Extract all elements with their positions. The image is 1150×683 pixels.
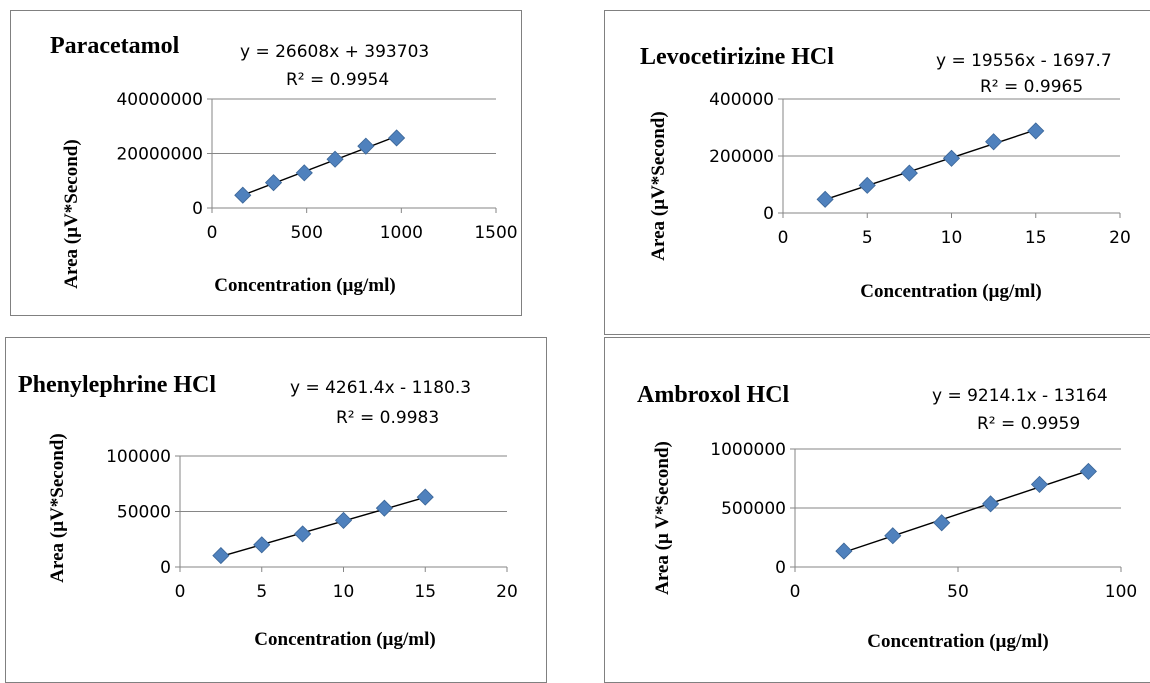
chart-panel-ambroxol [604,337,1150,683]
trendline [843,470,1089,553]
y-tick-label: 20000000 [116,145,203,165]
y-tick-label: 50000 [117,503,171,523]
chart-title: Phenylephrine HCl [18,372,216,398]
data-point [982,495,1000,513]
x-tick-label: 15 [414,582,436,602]
data-point [1027,122,1045,140]
chart-panel-phenylephrine [5,337,547,683]
data-point [416,488,434,506]
data-point [295,164,313,182]
r-squared-label: R² = 0.9983 [336,408,439,428]
data-point [816,190,834,208]
chart-panel-levocetirizine [604,10,1150,335]
data-point [264,174,283,192]
x-tick-label: 0 [790,582,801,602]
x-tick-label: 50 [947,582,969,602]
trendline [220,496,426,558]
y-axis-title: Area (µV*Second) [47,433,68,582]
x-axis-title: Concentration (µg/ml) [860,281,1041,302]
y-tick-label: 200000 [709,147,774,167]
y-tick-label: 0 [763,204,774,224]
data-point [1079,462,1097,480]
y-tick-label: 1000000 [710,440,786,460]
x-tick-label: 1500 [474,223,517,243]
chart-title: Ambroxol HCl [637,382,790,408]
y-tick-label: 100000 [106,447,171,467]
chart-phenylephrine: 0 50000 100000 0 5 10 15 20 Phenylephrine HCl y =… [18,372,518,650]
data-point [334,511,353,529]
chart-paracetamol: 0 20000000 40000000 0 500 1000 1500 Paracetamol… [50,33,518,296]
x-tick-label: 1000 [380,223,423,243]
data-point [933,514,951,532]
x-tick-label: 10 [333,582,355,602]
y-axis-title: Area (µV*Second) [61,139,82,288]
trendline-equation: y = 9214.1x - 13164 [932,386,1108,406]
data-point [1030,475,1049,493]
data-point [900,164,918,182]
y-tick-label: 400000 [709,90,774,110]
x-axis-title: Concentration (µg/ml) [867,631,1048,652]
x-tick-label: 5 [256,582,267,602]
r-squared-label: R² = 0.9959 [977,414,1080,434]
data-point [212,547,230,565]
x-tick-label: 15 [1025,228,1047,248]
r-squared-label: R² = 0.9954 [286,70,389,90]
trendline-equation: y = 19556x - 1697.7 [936,51,1112,71]
chart-ambroxol: 0 500000 1000000 0 50 100 Ambroxol HCl y = 9214… [637,382,1137,652]
x-tick-label: 0 [175,582,186,602]
y-tick-label: 0 [160,558,171,578]
chart-levocetirizine: 0 200000 400000 0 5 10 15 20 Levocetirizine HCl y… [640,44,1131,302]
trendline-equation: y = 4261.4x - 1180.3 [290,378,471,398]
trendline [824,129,1036,201]
y-tick-label: 40000000 [116,90,203,110]
r-squared-label: R² = 0.9965 [980,77,1083,97]
data-point [294,525,312,543]
x-axis-title: Concentration (µg/ml) [214,275,395,296]
y-tick-label: 500000 [721,499,786,519]
x-axis-title: Concentration (µg/ml) [254,629,435,650]
y-axis-title: Area (µV*Second) [648,111,669,260]
trendline-equation: y = 26608x + 393703 [240,42,429,62]
data-point [942,149,961,167]
data-point [388,129,406,147]
data-point [835,542,853,560]
chart-panel-paracetamol [10,10,522,316]
x-tick-label: 500 [290,223,322,243]
data-point [375,499,393,517]
data-point [326,150,344,168]
chart-title: Paracetamol [50,33,180,59]
data-point [985,133,1003,151]
y-tick-label: 0 [192,199,203,219]
data-point [234,186,252,204]
data-point [357,137,375,155]
chart-title: Levocetirizine HCl [640,44,834,70]
x-tick-label: 10 [941,228,963,248]
x-tick-label: 20 [1109,228,1131,248]
data-point [884,527,902,545]
y-tick-label: 0 [775,558,786,578]
x-tick-label: 5 [862,228,873,248]
x-tick-label: 0 [207,223,218,243]
x-tick-label: 20 [496,582,518,602]
data-point [858,176,876,194]
trendline [242,135,397,196]
x-tick-label: 0 [778,228,789,248]
x-tick-label: 100 [1105,582,1137,602]
data-point [253,536,271,554]
y-axis-title: Area (µ V*Second) [652,441,673,595]
